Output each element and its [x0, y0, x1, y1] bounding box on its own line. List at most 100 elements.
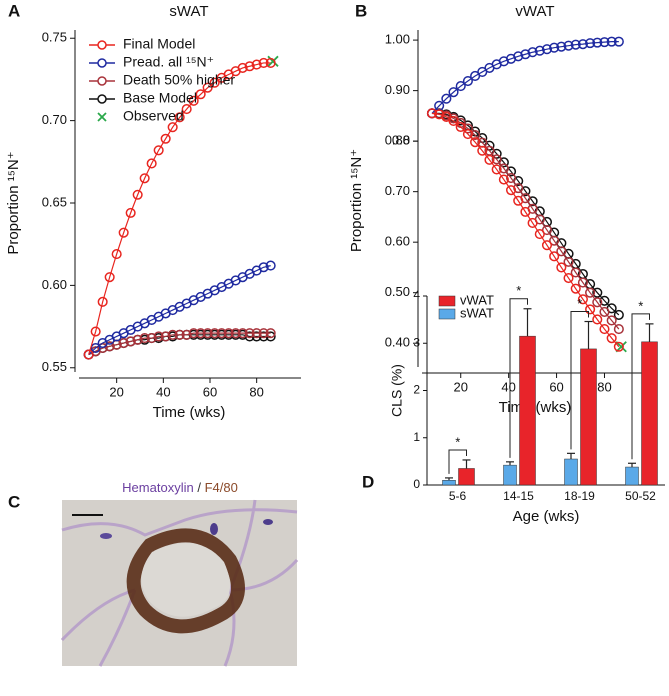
data-point [209, 328, 220, 339]
data-point [426, 108, 438, 119]
data-point [244, 328, 255, 339]
data-point [491, 164, 502, 175]
data-point [498, 174, 509, 185]
data-point [90, 342, 101, 354]
nucleus [210, 523, 218, 535]
data-point [237, 62, 248, 73]
legend-marker [97, 94, 107, 104]
legend-swatch [438, 295, 456, 307]
micrograph [60, 499, 299, 667]
y-tick-label: 0.50 [385, 284, 410, 299]
data-point [613, 341, 624, 352]
data-point [223, 328, 234, 339]
legend-label: vWAT [460, 292, 494, 307]
y-tick-label: 0 [413, 477, 420, 491]
data-point [111, 249, 122, 260]
data-point [462, 123, 473, 134]
data-point [556, 41, 567, 52]
data-point [167, 329, 178, 340]
data-point [455, 121, 466, 133]
data-point [258, 328, 269, 339]
legend-swatch [438, 308, 456, 320]
data-point [592, 37, 603, 48]
data-point [83, 349, 94, 360]
x-tick-label: 20 [109, 384, 123, 399]
crown-like-structure [126, 528, 245, 634]
error-bar [567, 452, 575, 460]
stain-separator: / [197, 480, 201, 495]
x-tick-label: 20 [453, 379, 467, 394]
significance-label: * [455, 434, 460, 449]
data-point [513, 183, 524, 194]
data-point [202, 82, 213, 93]
y-axis-label: CLS (%) [389, 364, 405, 417]
panel-letter: D [362, 472, 374, 491]
stain-name: F4/80 [205, 480, 238, 495]
series-line [88, 265, 271, 356]
data-point [181, 104, 192, 115]
error-bar [584, 320, 593, 349]
panel-letter: C [8, 492, 20, 511]
data-point [549, 235, 560, 246]
data-point [132, 189, 143, 200]
y-tick-label: 4 [413, 288, 420, 302]
data-point [498, 163, 509, 174]
data-point [585, 304, 596, 315]
observed-stroke [267, 55, 279, 67]
data-point [265, 260, 276, 271]
data-point [104, 272, 115, 283]
panel-letter: B [355, 1, 367, 20]
data-point [534, 229, 545, 240]
x-tick-label: 14-15 [503, 489, 534, 503]
y-tick-label: 3 [413, 335, 420, 349]
data-point [139, 333, 150, 344]
legend-label: sWAT [460, 305, 494, 320]
data-point [448, 87, 459, 98]
data-point [563, 256, 574, 267]
significance-bracket [631, 313, 650, 460]
error-bar [523, 308, 532, 337]
y-tick-label: 0.40 [385, 335, 410, 350]
y-axis-label: Proportion ¹⁵N⁺ [5, 151, 22, 254]
data-point [97, 296, 108, 307]
legend-label: Final Model [123, 36, 195, 52]
data-point [174, 112, 185, 123]
data-point [484, 154, 495, 165]
series-line [431, 41, 619, 114]
data-point [577, 39, 588, 50]
data-point [613, 309, 624, 320]
x-tick-label: 5-6 [449, 489, 467, 503]
bar [641, 341, 658, 486]
data-point [265, 328, 276, 339]
x-tick-label: 40 [501, 379, 515, 394]
data-point [118, 227, 129, 238]
error-bar [628, 462, 636, 468]
data-point [265, 57, 276, 69]
data-point [577, 294, 588, 305]
legend-label: Base Model [123, 90, 197, 106]
data-point [527, 47, 538, 58]
data-point [167, 122, 178, 133]
data-point [125, 207, 136, 218]
y-axis-label: Proportion ¹⁵N⁺ [348, 149, 365, 252]
bar [580, 348, 597, 486]
data-point [592, 297, 603, 308]
data-point [577, 277, 588, 288]
data-point [237, 328, 248, 339]
observed-point [615, 341, 627, 353]
series-line [431, 112, 620, 316]
y-tick-label: 2 [413, 383, 420, 397]
observed-point [267, 55, 279, 67]
error-bar [645, 323, 654, 342]
legend-label: Observed [123, 108, 184, 124]
bar [503, 464, 517, 486]
y-tick-label: 0.65 [42, 194, 67, 209]
nucleus [100, 533, 112, 539]
data-point [599, 37, 610, 48]
legend-marker [97, 112, 107, 122]
data-point [599, 295, 610, 306]
data-point [563, 40, 574, 51]
x-tick-label: 80 [249, 384, 263, 399]
legend-marker [97, 58, 107, 68]
y-tick-label: 0.8 [392, 133, 410, 148]
